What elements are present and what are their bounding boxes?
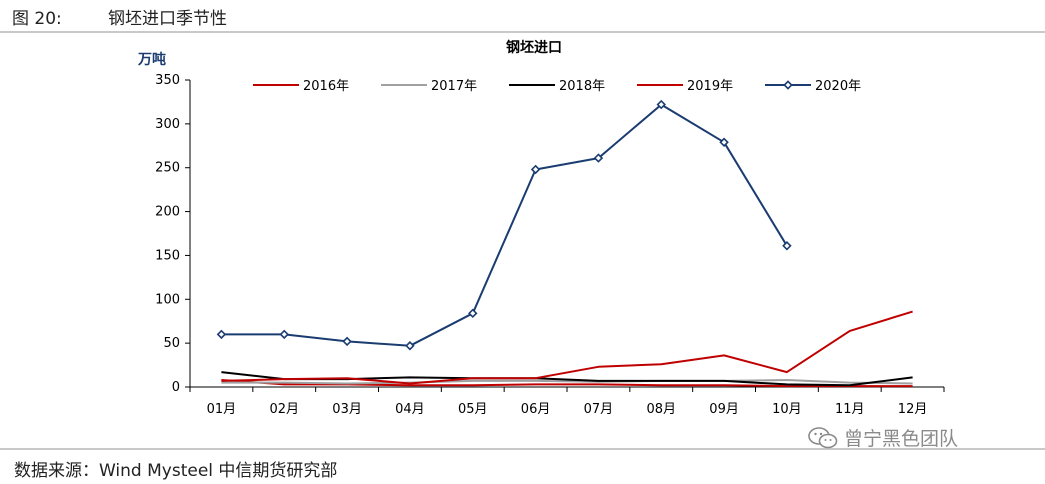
y-tick-label: 50: [163, 336, 180, 351]
x-tick-label: 02月: [269, 402, 299, 417]
legend-item: 2020年: [765, 79, 861, 94]
series-line: [221, 379, 913, 385]
series-2020年: [216, 99, 792, 351]
legend-item: 2017年: [381, 79, 477, 94]
x-tick-label: 12月: [898, 402, 928, 417]
x-tick-label: 04月: [395, 402, 425, 417]
series-layer: [216, 99, 913, 388]
x-tick-label: 03月: [332, 402, 362, 417]
series-line: [221, 379, 913, 388]
x-tick-label: 11月: [835, 402, 865, 417]
data-point: [656, 99, 666, 110]
line-chart: 钢坯进口 万吨 0 50 100 150 200 250 300 350 01月 02月 03月 04…: [137, 39, 945, 417]
data-point: [719, 137, 729, 148]
legend-item: 2018年: [509, 79, 605, 94]
data-point: [342, 336, 352, 347]
data-point: [279, 329, 289, 340]
y-tick-label: 0: [172, 380, 180, 395]
y-tick-label: 350: [155, 73, 180, 88]
y-axis-unit-label: 万吨: [137, 51, 166, 68]
legend-label: 2019年: [687, 79, 733, 94]
series-2016年: [221, 379, 913, 388]
data-point: [468, 308, 478, 319]
y-tick-label: 300: [155, 117, 180, 132]
wechat-icon: [808, 426, 838, 448]
data-source: 数据来源：Wind Mysteel 中信期货研究部: [14, 461, 338, 481]
data-point: [530, 164, 541, 175]
chart-title: 钢坯进口: [506, 39, 562, 56]
x-tick-label: 06月: [521, 402, 551, 417]
legend-label: 2017年: [431, 79, 477, 94]
legend-item: 2019年: [637, 79, 733, 94]
legend: 2016年 2017年 2018年 2019年 2020年: [253, 79, 861, 94]
data-point: [216, 329, 227, 340]
series-line: [221, 103, 788, 347]
y-tick-label: 150: [155, 248, 180, 263]
x-tick-label: 05月: [458, 402, 488, 417]
data-point: [593, 153, 604, 163]
x-tick-label: 07月: [584, 402, 614, 417]
legend-label: 2018年: [559, 79, 605, 94]
x-tick-label: 10月: [772, 402, 802, 417]
x-tick-label: 08月: [646, 402, 676, 417]
figure-title-line: 图 20: 钢坯进口季节性: [12, 4, 227, 29]
y-tick-label: 100: [155, 292, 180, 307]
series-2017年: [221, 379, 913, 385]
figure-title: 钢坯进口季节性: [108, 9, 227, 29]
watermark-text: 曾宁黑色团队: [844, 428, 959, 450]
x-tick-label: 01月: [207, 402, 237, 417]
bottom-divider: [0, 448, 1045, 450]
legend-item: 2016年: [253, 79, 349, 94]
top-divider: [0, 31, 1045, 33]
watermark: 曾宁黑色团队: [808, 424, 958, 451]
legend-label: 2016年: [303, 79, 349, 94]
legend-marker: [783, 80, 793, 90]
series-2019年: [221, 310, 913, 385]
y-tick-label: 250: [155, 161, 180, 176]
axes: 0 50 100 150 200 250 300 350 01月 02月 03月 04月 05月 06月 0…: [155, 73, 945, 417]
y-tick-label: 200: [155, 205, 180, 220]
x-tick-label: 09月: [709, 402, 739, 417]
data-point: [405, 341, 415, 351]
series-line: [221, 310, 913, 385]
data-point: [782, 241, 792, 251]
legend-label: 2020年: [815, 79, 861, 94]
figure-number: 图 20:: [12, 9, 62, 29]
